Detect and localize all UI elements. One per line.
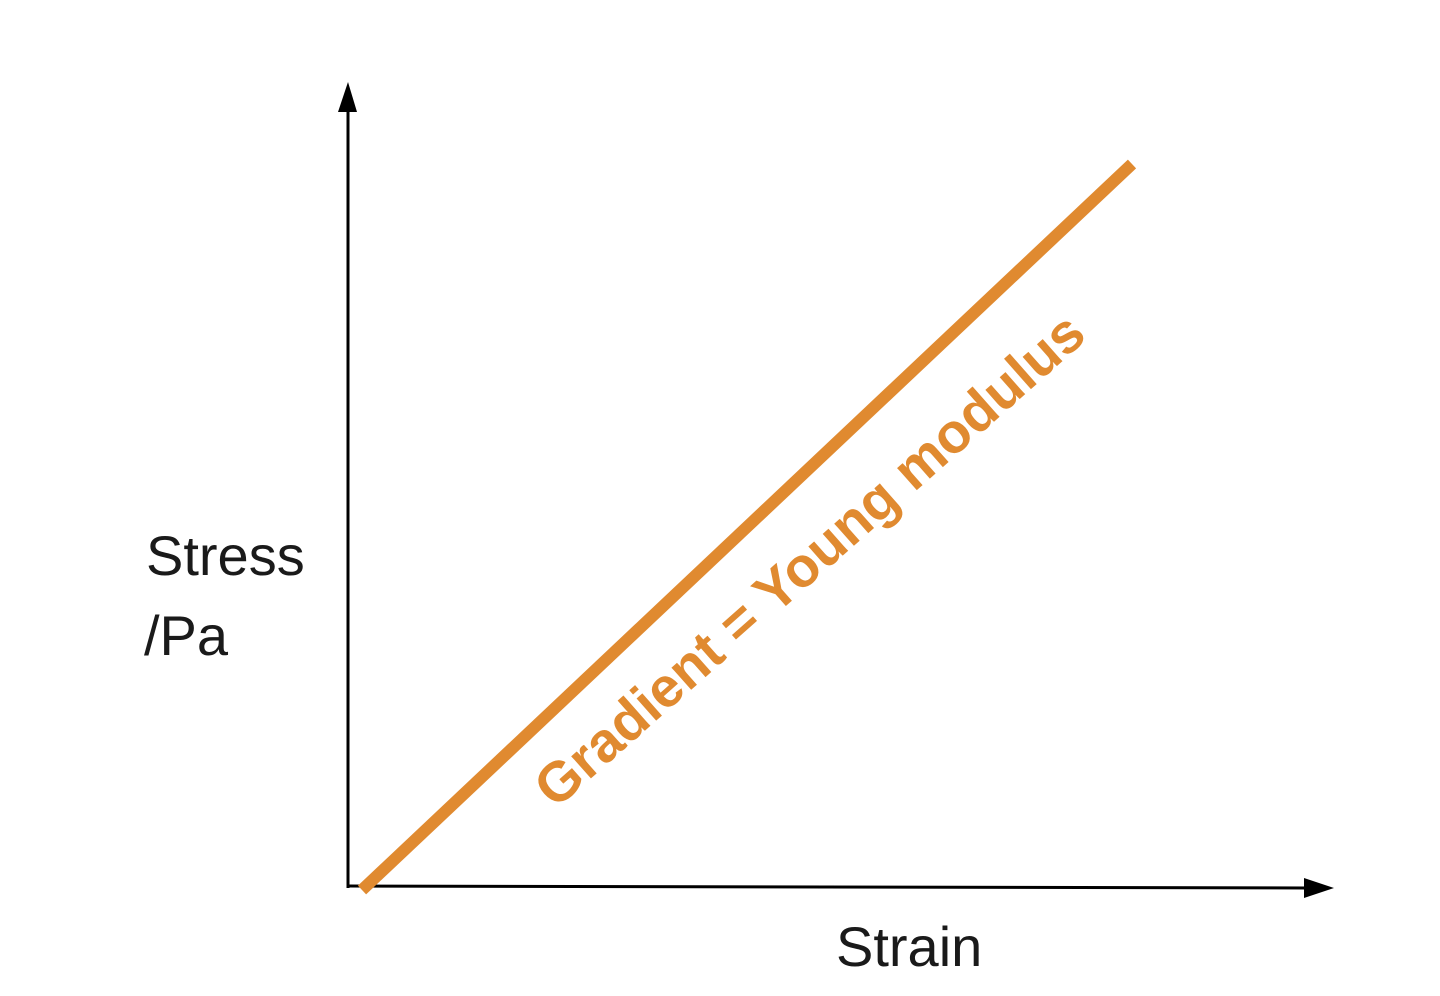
y-axis-label: Stress /Pa: [144, 524, 305, 667]
y-axis-arrow-icon: [338, 82, 357, 112]
axes: [338, 82, 1334, 898]
gradient-annotation: Gradient = Young modulus: [522, 300, 1097, 819]
x-axis-label: Strain: [836, 915, 982, 978]
series-line-1: [357, 159, 1137, 895]
y-axis-label-line-2: /Pa: [144, 604, 229, 667]
y-axis-label-line-1: Stress: [146, 524, 305, 587]
x-axis-line: [347, 884, 1309, 890]
x-axis-arrow-icon: [1304, 878, 1334, 898]
series-layer: [357, 159, 1137, 895]
